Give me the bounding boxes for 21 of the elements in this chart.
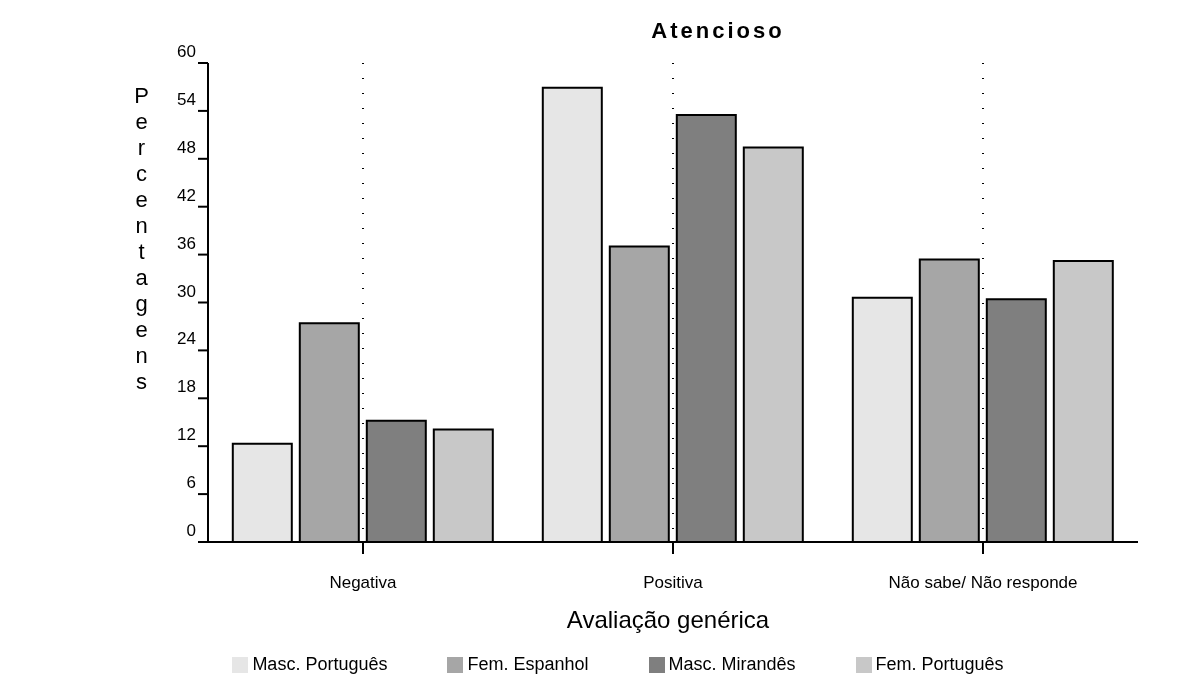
- y-tick-label: 60: [177, 42, 196, 62]
- y-tick-label: 18: [177, 377, 196, 397]
- x-tick-label: Positiva: [643, 573, 704, 593]
- legend-label: Masc. Português: [252, 654, 388, 674]
- y-tick-label: 42: [177, 185, 196, 205]
- y-tick-label: 30: [177, 281, 196, 301]
- legend-label: Masc. Mirandês: [668, 654, 796, 674]
- y-axis-title: Percentagens: [128, 83, 154, 395]
- x-axis-title: Avaliação genérica: [565, 606, 771, 634]
- y-tick-label: 36: [177, 233, 196, 253]
- y-tick-label: 12: [177, 425, 196, 445]
- y-tick-label: 6: [186, 473, 196, 493]
- x-tick-label: Não sabe/ Não responde: [888, 573, 1078, 593]
- x-tick-label: Negativa: [329, 573, 398, 593]
- y-tick-label: 24: [177, 329, 196, 349]
- y-tick-label: 48: [177, 137, 196, 157]
- legend-label: Fem. Espanhol: [467, 654, 589, 674]
- y-tick-label: 0: [186, 521, 196, 541]
- legend-label: Fem. Português: [875, 654, 1004, 674]
- y-tick-label: 54: [177, 89, 196, 109]
- chart-title: Atencioso: [650, 18, 786, 44]
